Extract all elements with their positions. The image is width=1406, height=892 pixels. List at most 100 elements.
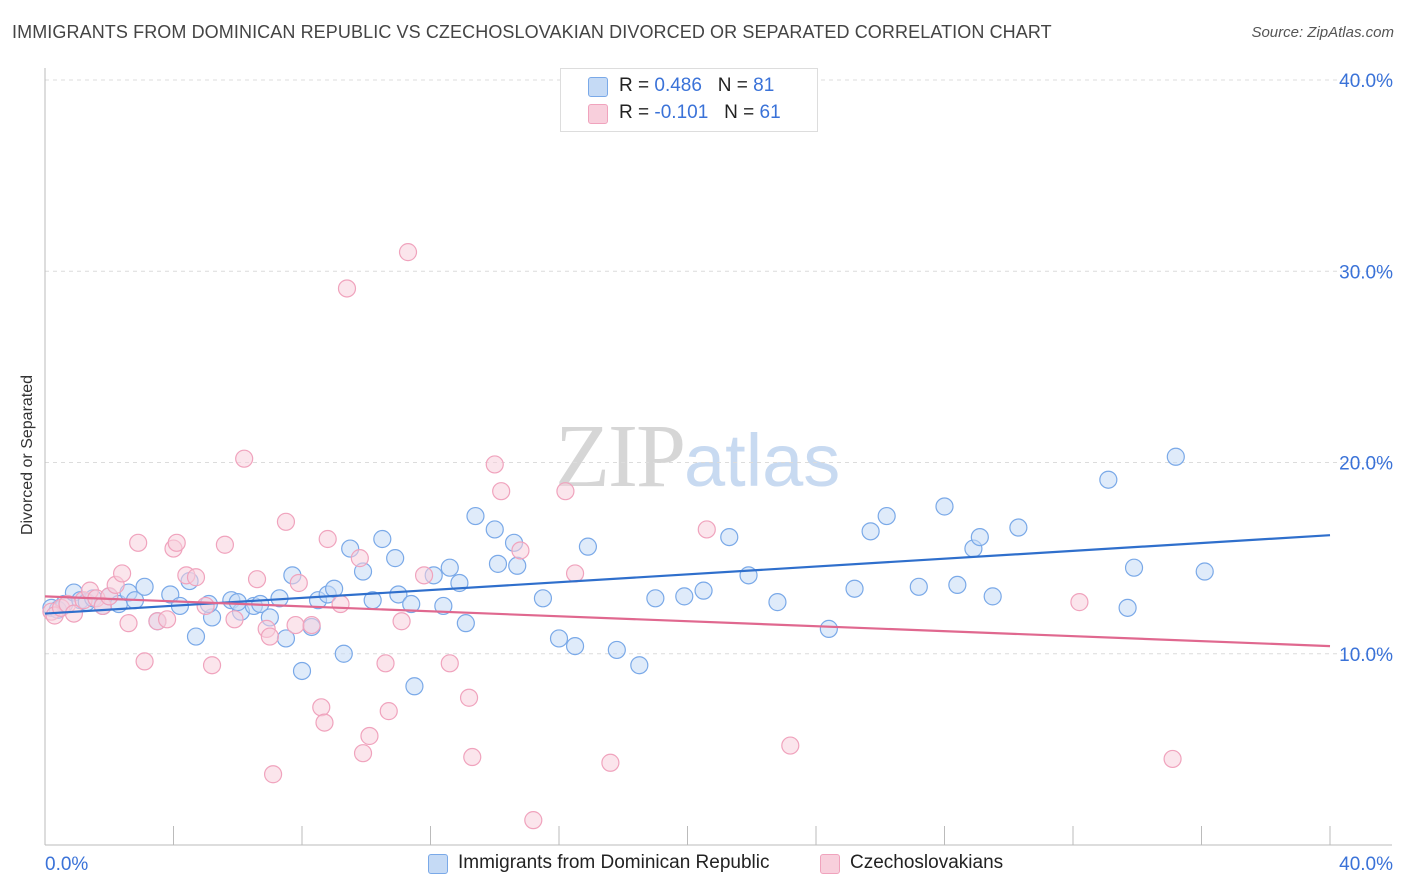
czech-point-26 <box>247 570 267 589</box>
czech-point-45 <box>398 243 418 262</box>
dominican-point-65 <box>861 522 880 541</box>
czech-point-56 <box>601 753 620 772</box>
dominican-point-52 <box>549 629 569 648</box>
czech-trend-line <box>44 595 1331 648</box>
dominican-point-60 <box>720 527 739 547</box>
czech-point-33 <box>302 615 321 635</box>
czech-point-13 <box>129 533 148 552</box>
czech-point-46 <box>414 566 434 585</box>
czech-point-38 <box>337 279 357 298</box>
bottom-legend-label-czech: Czechoslovakians <box>850 852 1004 873</box>
czech-point-34 <box>312 698 331 717</box>
czech-point-48 <box>459 688 479 707</box>
dominican-point-64 <box>845 579 864 598</box>
dominican-point-55 <box>607 640 626 660</box>
czech-point-11 <box>112 564 132 583</box>
czech-point-59 <box>1070 593 1089 612</box>
dominican-point-57 <box>646 589 665 608</box>
dominican-point-77 <box>1195 562 1214 581</box>
czech-point-49 <box>463 747 482 767</box>
watermark-atlas: atlas <box>684 419 841 502</box>
czech-point-20 <box>186 568 206 587</box>
legend-text-dominican: R = 0.486 N = 81 <box>619 75 775 96</box>
dominican-point-79 <box>533 589 553 608</box>
czech-point-42 <box>376 654 395 673</box>
chart-title: IMMIGRANTS FROM DOMINICAN REPUBLIC VS CZ… <box>12 22 1052 42</box>
dominican-point-63 <box>819 619 838 638</box>
dominican-point-33 <box>334 644 353 663</box>
czech-point-18 <box>167 533 186 552</box>
dominican-point-74 <box>1118 598 1137 617</box>
czech-point-41 <box>360 726 379 746</box>
dominican-point-48 <box>485 520 504 539</box>
czech-point-14 <box>135 652 154 671</box>
dominican-point-71 <box>970 527 989 547</box>
czech-point-32 <box>289 573 308 593</box>
dominican-point-46 <box>456 614 475 633</box>
czech-point-25 <box>235 449 254 468</box>
x-tick-label-0: 0.0% <box>45 854 88 875</box>
czech-point-47 <box>440 654 459 673</box>
x-tick-label-1: 40.0% <box>1339 854 1393 875</box>
dominican-point-76 <box>1166 447 1185 466</box>
chart-source: Source: ZipAtlas.com <box>1251 24 1394 41</box>
dominican-point-51 <box>508 556 527 575</box>
dominican-point-73 <box>1099 470 1118 489</box>
czech-point-4 <box>64 604 84 623</box>
legend-swatch-blue <box>588 77 608 97</box>
czech-point-57 <box>697 520 716 539</box>
czech-point-36 <box>318 529 337 549</box>
czech-point-53 <box>524 811 543 830</box>
legend-text-czech: R = -0.101 N = 61 <box>619 102 781 123</box>
dominican-point-54 <box>578 537 598 556</box>
dominican-point-58 <box>675 587 694 606</box>
dominican-point-32 <box>325 579 344 598</box>
czech-point-35 <box>315 713 334 732</box>
dominican-point-44 <box>440 558 459 577</box>
czech-point-30 <box>276 512 296 531</box>
czech-point-39 <box>350 549 369 568</box>
dominican-point-28 <box>292 661 312 681</box>
y-tick-label-2: 30.0% <box>1339 262 1393 283</box>
czech-point-22 <box>202 656 222 675</box>
dominican-point-72 <box>1009 518 1028 537</box>
dominican-point-66 <box>877 506 896 526</box>
dominican-point-39 <box>389 585 408 604</box>
legend-swatch-pink <box>588 104 608 124</box>
watermark: ZIPatlas <box>555 405 840 508</box>
dominican-point-67 <box>909 577 928 596</box>
czech-point-29 <box>263 765 283 784</box>
dominican-point-53 <box>565 636 585 656</box>
dominican-point-69 <box>948 575 967 595</box>
dominican-point-43 <box>434 596 453 616</box>
dominican-point-62 <box>768 593 787 612</box>
czech-point-52 <box>511 541 530 560</box>
dominican-point-78 <box>983 587 1002 606</box>
czech-point-44 <box>392 612 411 631</box>
czech-point-12 <box>119 614 138 633</box>
bottom-legend-label-dominican: Immigrants from Dominican Republic <box>458 852 770 873</box>
czech-point-31 <box>286 615 305 635</box>
czech-point-24 <box>225 610 244 629</box>
czech-point-58 <box>781 736 800 755</box>
czech-point-21 <box>196 596 215 616</box>
czech-point-23 <box>215 535 234 554</box>
czech-point-51 <box>492 482 511 501</box>
dominican-point-41 <box>405 677 424 696</box>
y-tick-label-3: 40.0% <box>1339 71 1393 92</box>
czech-point-55 <box>565 564 585 583</box>
czech-point-50 <box>485 455 504 474</box>
correlation-legend: R = 0.486 N = 81 R = -0.101 N = 61 <box>560 68 818 132</box>
bottom-legend-swatch-pink <box>820 854 840 874</box>
dominican-point-17 <box>186 627 206 646</box>
watermark-zip: ZIP <box>555 407 686 506</box>
dominican-trend-line <box>44 534 1331 615</box>
dominican-point-47 <box>466 506 485 526</box>
dominican-point-56 <box>630 656 649 675</box>
dominican-point-59 <box>694 581 713 600</box>
dominican-point-49 <box>488 554 508 573</box>
dominican-point-37 <box>373 529 392 549</box>
dominican-point-12 <box>135 577 154 596</box>
czech-point-37 <box>331 594 350 614</box>
